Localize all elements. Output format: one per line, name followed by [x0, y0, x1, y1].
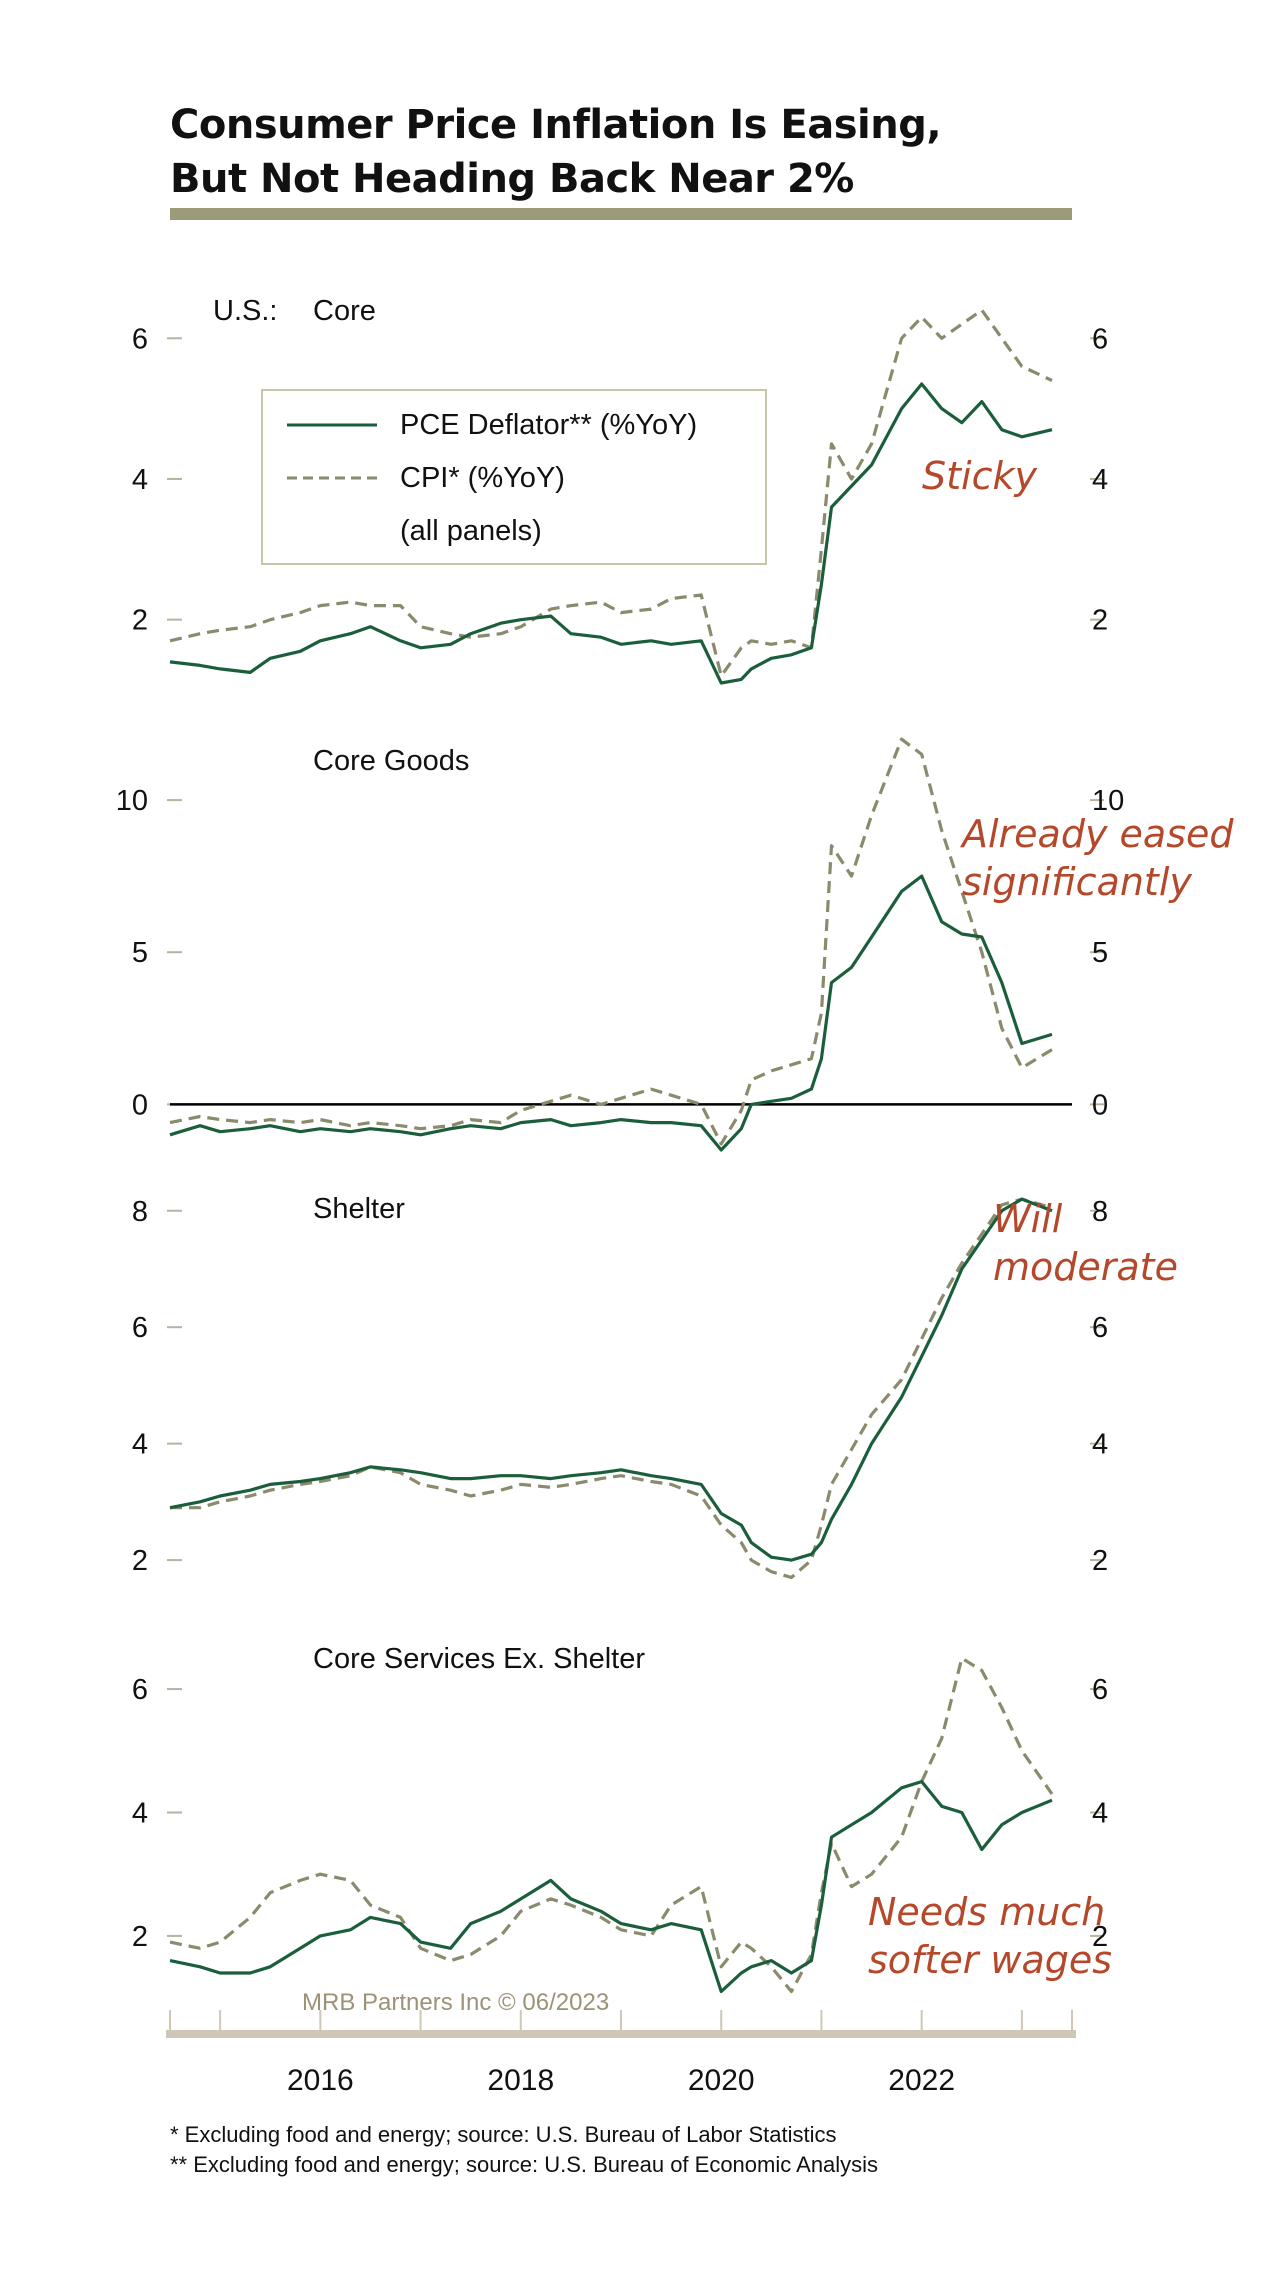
series-line-cpi	[169, 308, 1053, 678]
chart-legend: PCE Deflator** (%YoY) CPI* (%YoY) (all p…	[261, 389, 767, 565]
y-tick-label-left: 2	[132, 1545, 148, 1577]
x-tick-label: 2020	[688, 2064, 755, 2097]
y-tick-label-left: 2	[132, 605, 148, 637]
y-tick-label-right: 6	[1092, 323, 1108, 355]
chart-panels: 2 2 4 4 6 6 Core Sticky 0 0 5 5 10 10 Core Goods Alread…	[116, 295, 1234, 1994]
y-tick-label-right: 5	[1092, 937, 1108, 969]
footnote-pce: ** Excluding food and energy; source: U.…	[170, 2152, 879, 2177]
y-tick-label-left: 6	[132, 1674, 148, 1706]
y-tick-label-right: 10	[1092, 785, 1124, 817]
footnote-cpi: * Excluding food and energy; source: U.S…	[170, 2122, 837, 2147]
legend-note: (all panels)	[400, 515, 542, 547]
panel-annotation: Sticky	[922, 454, 1037, 498]
y-tick-label-left: 4	[132, 1429, 148, 1461]
panel-annotation: significantly	[962, 860, 1192, 904]
panel-annotation: Already eased	[959, 812, 1234, 856]
y-tick-label-left: 6	[132, 1312, 148, 1344]
panel-annotation: moderate	[993, 1245, 1178, 1289]
y-tick-label-left: 6	[132, 323, 148, 355]
panel-title: Core Services Ex. Shelter	[313, 1643, 645, 1675]
footnotes: * Excluding food and energy; source: U.S…	[170, 2120, 878, 2180]
region-label: U.S.:	[213, 295, 277, 327]
y-tick-label-right: 6	[1092, 1312, 1108, 1344]
y-tick-label-right: 6	[1092, 1674, 1108, 1706]
series-line-pce	[169, 874, 1053, 1152]
series-line-pce	[169, 382, 1053, 685]
panel-title: Shelter	[313, 1193, 405, 1225]
legend-cpi-label: CPI* (%YoY)	[400, 462, 565, 494]
panel-1: 2 2 4 4 6 6 Core Sticky	[132, 295, 1108, 685]
panel-title: Core	[313, 295, 376, 327]
y-tick-label-right: 0	[1092, 1089, 1108, 1121]
panel-4: 2 2 4 4 6 6 Core Services Ex. Shelter Needs muc…	[132, 1643, 1112, 1994]
y-tick-label-right: 2	[1092, 1545, 1108, 1577]
chart-title-line-1: Consumer Price Inflation Is Easing,	[170, 102, 942, 148]
panel-2: 0 0 5 5 10 10 Core Goods Already easedsignifica…	[116, 737, 1234, 1152]
y-tick-label-right: 4	[1092, 1429, 1108, 1461]
title-rule	[170, 208, 1072, 220]
y-tick-label-left: 4	[132, 464, 148, 496]
series-line-pce	[169, 1779, 1053, 1994]
series-line-cpi	[169, 737, 1053, 1146]
panel-annotation: softer wages	[868, 1938, 1112, 1982]
y-tick-label-right: 4	[1092, 464, 1108, 496]
y-tick-label-left: 2	[132, 1921, 148, 1953]
x-tick-label: 2022	[888, 2064, 955, 2097]
chart-title: Consumer Price Inflation Is Easing, But …	[170, 98, 1070, 206]
y-tick-label-left: 0	[132, 1089, 148, 1121]
x-axis: 2016 2018 2020 2022	[166, 2010, 1076, 2097]
panel-annotation: Will	[993, 1197, 1063, 1241]
y-tick-label-left: 5	[132, 937, 148, 969]
series-line-cpi	[169, 1656, 1054, 1994]
chart-title-line-2: But Not Heading Back Near 2%	[170, 156, 854, 202]
series-line-cpi	[170, 1197, 1053, 1580]
panel-title: Core Goods	[313, 745, 469, 777]
legend-pce-label: PCE Deflator** (%YoY)	[400, 409, 697, 441]
panel-annotation: Needs much	[868, 1890, 1105, 1934]
x-tick-label: 2018	[487, 2064, 554, 2097]
y-tick-label-left: 4	[132, 1798, 148, 1830]
y-tick-label-right: 4	[1092, 1798, 1108, 1830]
credit-label: MRB Partners Inc © 06/2023	[302, 1989, 609, 2016]
y-tick-label-right: 2	[1092, 605, 1108, 637]
x-tick-label: 2016	[287, 2064, 354, 2097]
y-tick-label-right: 2	[1092, 1921, 1108, 1953]
series-line-pce	[169, 1197, 1053, 1562]
legend-box	[261, 389, 767, 565]
y-tick-label-right: 8	[1092, 1196, 1108, 1228]
x-axis-bar	[166, 2030, 1076, 2038]
y-tick-label-left: 10	[116, 785, 148, 817]
y-tick-label-left: 8	[132, 1196, 148, 1228]
